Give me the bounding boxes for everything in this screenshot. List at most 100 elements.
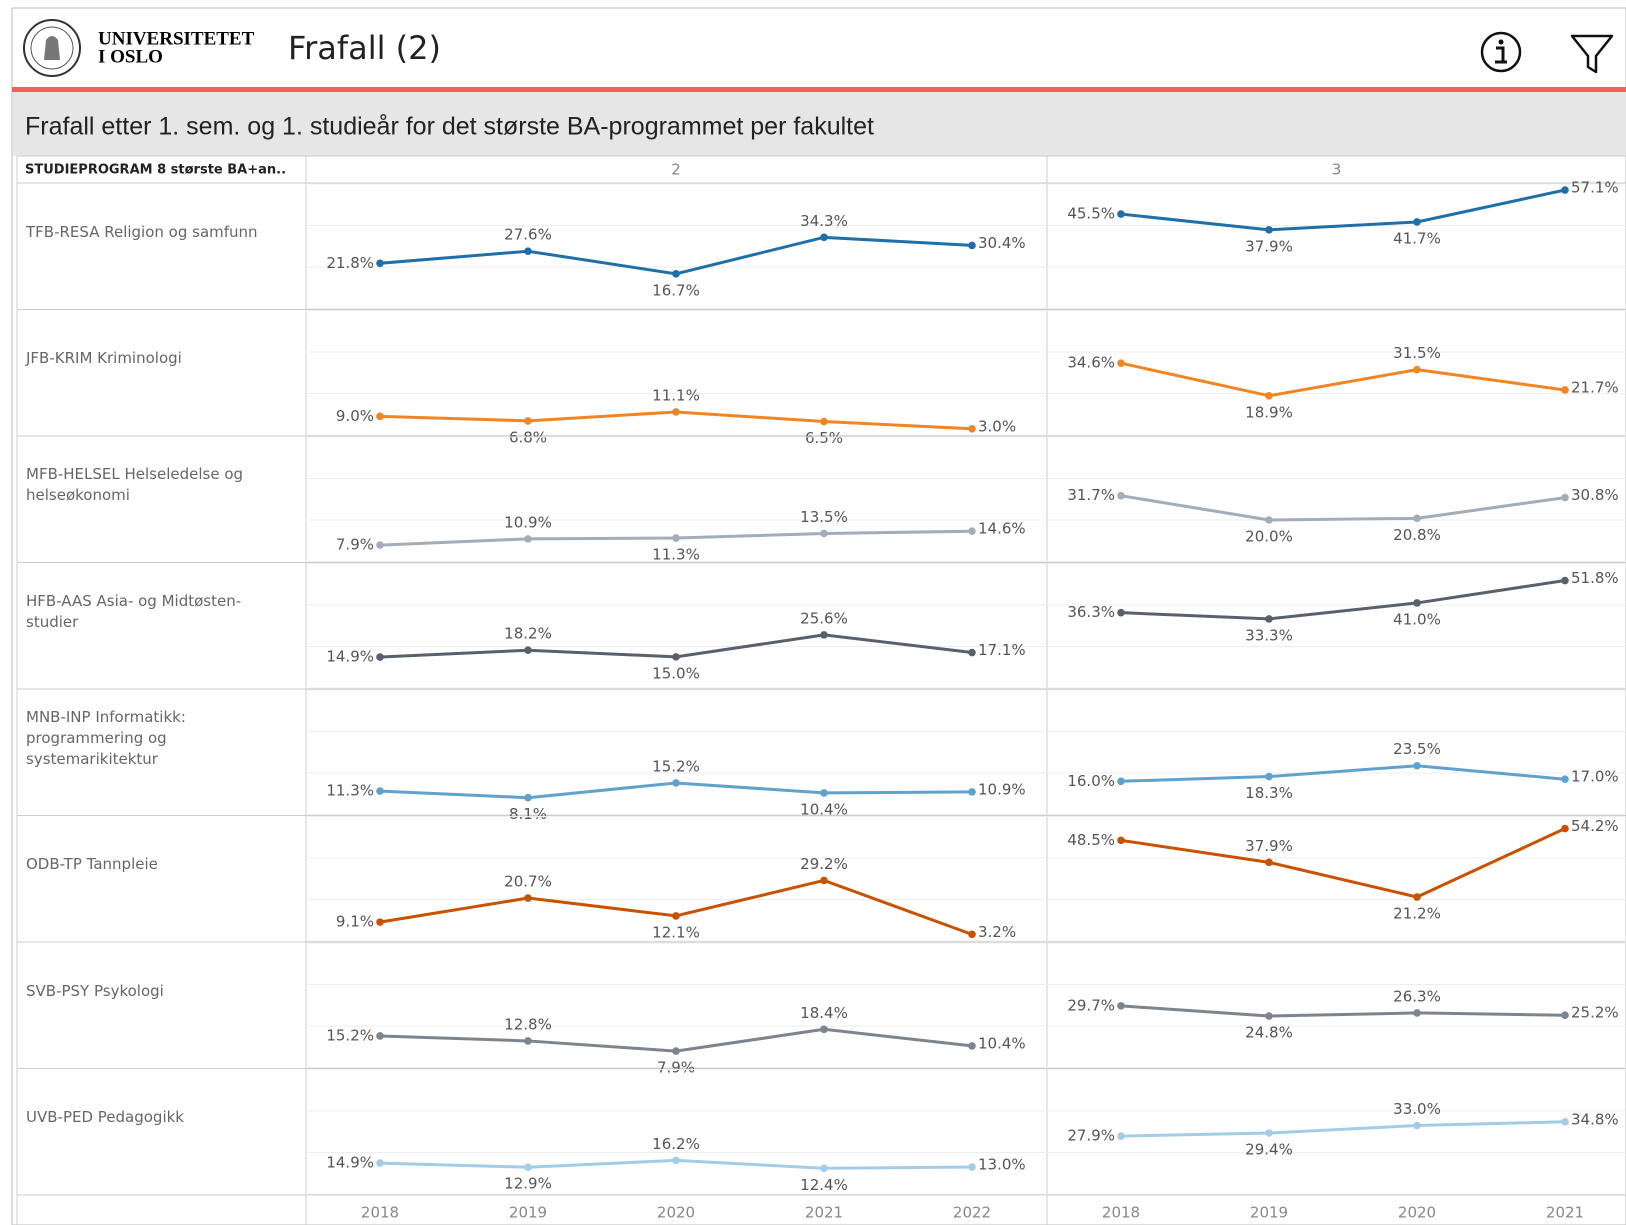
point [1413,218,1421,226]
filter-button[interactable] [1570,34,1614,74]
point [524,646,532,655]
x-tick-label: 2018 [1102,1204,1140,1222]
series-line [1120,494,1566,522]
point [1413,365,1421,374]
row-label: UVB-PED Pedagogikk [26,1108,184,1127]
point [524,247,532,256]
chart-title: Frafall etter 1. sem. og 1. studieår for… [25,113,874,141]
x-tick-label: 2019 [1250,1204,1288,1222]
data-label: 20.0% [1245,528,1293,546]
point [968,1163,976,1171]
point [820,233,828,242]
data-label: 21.7% [1571,378,1619,396]
point [1413,761,1421,770]
point [376,787,384,795]
data-label: 20.8% [1393,526,1441,544]
point [1265,1129,1273,1137]
data-label: 27.6% [504,226,552,244]
point [524,894,532,902]
data-label: 54.2% [1571,817,1619,835]
data-label: 13.5% [800,508,848,526]
data-label: 7.9% [336,536,374,554]
header-rule [12,87,1626,92]
series-line [1120,579,1566,621]
point [376,653,384,661]
data-label: 57.1% [1571,179,1619,197]
data-label: 15.0% [652,664,700,682]
info-button[interactable] [1480,31,1522,73]
data-label: 37.9% [1245,237,1293,255]
data-label: 27.9% [1067,1127,1115,1145]
data-label: 3.2% [978,923,1016,941]
point [672,779,680,787]
point [1265,516,1273,524]
data-label: 34.8% [1571,1110,1619,1128]
point [968,424,976,433]
point [672,408,680,416]
data-label: 18.3% [1245,784,1293,802]
point [672,1047,680,1055]
point [524,1037,532,1045]
data-label: 21.2% [1393,905,1441,923]
data-label: 13.0% [978,1156,1026,1174]
point [376,412,384,421]
data-label: 12.9% [504,1175,552,1193]
x-tick-label: 2018 [361,1204,399,1222]
point [376,1032,384,1040]
data-label: 14.6% [978,520,1026,538]
data-label: 10.4% [800,800,848,818]
data-label: 14.9% [326,1154,374,1172]
point [1561,386,1569,394]
x-tick-label: 2020 [657,1204,695,1222]
point [1561,824,1569,833]
data-label: 6.5% [805,429,843,447]
title-band [13,92,1626,156]
point [1265,772,1273,781]
point [1117,210,1125,218]
point [672,534,680,542]
data-label: 21.8% [326,254,374,272]
point [968,930,976,939]
logo-text: UNIVERSITETET [98,28,255,49]
series-line [1120,188,1566,232]
point [1117,608,1125,617]
data-label: 18.2% [504,625,552,643]
series-line [1120,361,1566,398]
point [1265,1012,1273,1020]
data-label: 11.1% [652,386,700,404]
point [820,1164,828,1173]
data-label: 45.5% [1067,205,1115,223]
series-line [1120,1004,1566,1018]
data-label: 33.3% [1245,626,1293,644]
data-label: 48.5% [1067,831,1115,849]
x-tick-label: 2022 [953,1204,991,1222]
x-tick-label: 2021 [1546,1204,1584,1222]
data-label: 29.7% [1067,996,1115,1014]
point [672,1156,680,1165]
point [1117,1132,1125,1140]
point [968,648,976,657]
point [1117,777,1125,786]
point [1265,226,1273,234]
data-label: 51.8% [1571,569,1619,587]
point [672,270,680,278]
data-label: 34.6% [1067,354,1115,372]
point [820,789,828,797]
data-label: 16.0% [1067,772,1115,790]
data-label: 8.1% [509,805,547,823]
data-label: 9.0% [336,407,374,425]
data-label: 10.9% [504,513,552,531]
data-label: 10.9% [978,780,1026,798]
data-label: 30.4% [978,234,1026,252]
point [1561,1117,1569,1126]
point [1117,359,1125,368]
data-label: 17.1% [978,641,1026,659]
point [968,241,976,250]
point [1117,1002,1125,1010]
point [1117,491,1125,500]
point [1265,391,1273,400]
x-tick-label: 2019 [509,1204,547,1222]
point [524,417,532,425]
